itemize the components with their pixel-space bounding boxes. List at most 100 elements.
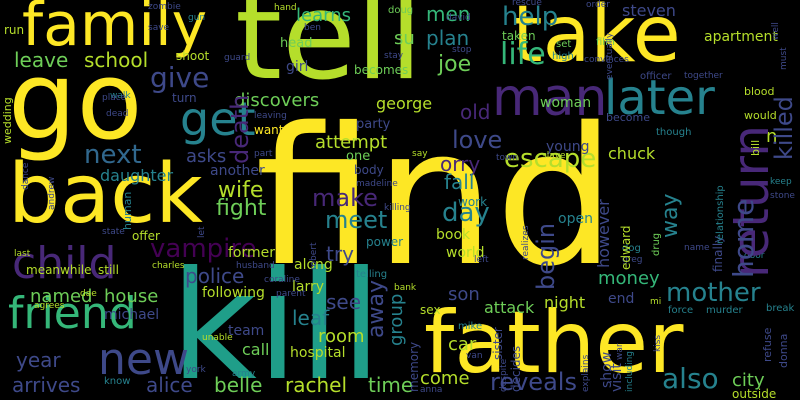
word-agrees: agrees bbox=[34, 301, 65, 311]
word-dance: dance bbox=[21, 162, 31, 190]
word-vampire: vampire bbox=[150, 234, 257, 264]
word-fight: fight bbox=[216, 196, 267, 221]
word-kill: kill bbox=[170, 240, 382, 400]
word-group: group bbox=[386, 293, 407, 346]
word-escape: escape bbox=[504, 144, 597, 174]
word-killed: killed bbox=[770, 96, 798, 160]
word-team: team bbox=[228, 323, 265, 339]
word-apartment: apartment bbox=[704, 29, 778, 45]
word-however: however bbox=[594, 199, 613, 268]
word-child: child bbox=[12, 238, 117, 289]
word-try: try bbox=[326, 242, 354, 266]
word-orry: orry bbox=[440, 152, 481, 176]
word-arrives: arrives bbox=[12, 373, 81, 397]
word-edward: edward bbox=[619, 225, 633, 270]
word-part: part bbox=[254, 149, 273, 159]
word-young: young bbox=[546, 139, 590, 155]
word-back: back bbox=[8, 147, 203, 242]
word-way: way bbox=[658, 193, 683, 239]
word-zombie: zombie bbox=[148, 2, 181, 12]
word-death: death bbox=[226, 94, 254, 164]
word-murder: murder bbox=[706, 305, 743, 316]
word-van: van bbox=[466, 351, 483, 361]
word-drug: drug bbox=[651, 232, 662, 256]
word-asks: asks bbox=[186, 146, 227, 167]
word-convinces: convinces bbox=[584, 55, 629, 65]
word-michael: michael bbox=[104, 307, 160, 323]
word-bank: bank bbox=[394, 283, 417, 293]
word-high: high bbox=[552, 51, 574, 62]
word-david: david bbox=[446, 13, 471, 23]
word-together: together bbox=[684, 71, 723, 81]
word-doug: doug bbox=[388, 5, 414, 16]
word-run: run bbox=[4, 23, 25, 37]
word-named: named bbox=[30, 286, 93, 307]
word-bill: bill bbox=[749, 139, 762, 156]
word-see: see bbox=[326, 290, 362, 314]
word-madeline: madeline bbox=[356, 179, 398, 189]
word-stay: stay bbox=[384, 51, 404, 61]
word-party: party bbox=[356, 117, 391, 132]
word-take: take bbox=[512, 0, 681, 80]
word-despite: despite bbox=[499, 358, 509, 392]
word-head: head bbox=[280, 36, 313, 51]
word-shoot: shoot bbox=[176, 49, 210, 63]
word-eventually: eventually bbox=[605, 32, 615, 80]
word-work: work bbox=[458, 195, 488, 209]
word-force: force bbox=[668, 305, 694, 316]
word-stop: stop bbox=[452, 45, 472, 55]
word-open: open bbox=[558, 211, 593, 227]
word-meet: meet bbox=[325, 206, 388, 234]
word-also: also bbox=[662, 362, 719, 395]
word-robert: robert bbox=[309, 242, 319, 271]
word-time: time bbox=[368, 373, 414, 397]
word-hospital: hospital bbox=[290, 345, 346, 361]
word-go: go bbox=[8, 39, 143, 164]
word-attack: attack bbox=[484, 298, 535, 317]
word-learns: learns bbox=[296, 5, 351, 26]
word-wedding: wedding bbox=[1, 97, 14, 144]
word-visit: visit bbox=[609, 363, 625, 392]
word-army: army bbox=[232, 369, 256, 379]
word-end: end bbox=[608, 291, 635, 307]
word-husband: husband bbox=[236, 261, 275, 271]
word-family: family bbox=[22, 0, 208, 60]
word-memory: memory bbox=[407, 341, 421, 392]
word-york: york bbox=[186, 365, 206, 375]
word-following: following bbox=[202, 285, 265, 301]
word-body: body bbox=[354, 163, 384, 177]
word-day: day bbox=[442, 198, 490, 228]
word-mother: mother bbox=[666, 278, 761, 308]
word-guard: guard bbox=[224, 53, 251, 63]
word-want: want bbox=[254, 123, 284, 137]
word-explains: explains bbox=[581, 354, 591, 392]
word-film: film bbox=[596, 37, 615, 48]
word-walk: walk bbox=[110, 91, 131, 101]
word-give: give bbox=[150, 61, 210, 94]
word-joe: joe bbox=[438, 52, 472, 77]
word-girl: girl bbox=[286, 59, 309, 75]
word-plan: plan bbox=[426, 26, 470, 50]
word-turn: turn bbox=[172, 91, 197, 105]
word-find: find bbox=[255, 87, 616, 308]
word-car: car bbox=[448, 334, 477, 355]
word-dead: dead bbox=[106, 109, 129, 119]
word-leave: leave bbox=[14, 48, 69, 72]
word-mike: mike bbox=[458, 321, 483, 332]
word-know: know bbox=[104, 376, 131, 387]
word-father: father bbox=[424, 293, 684, 393]
word-including: including bbox=[625, 351, 635, 392]
word-donna: donna bbox=[777, 333, 790, 368]
word-gun: gun bbox=[188, 13, 206, 23]
word-dae: dae bbox=[80, 289, 97, 299]
word-make: make bbox=[312, 184, 378, 212]
word-door: door bbox=[744, 251, 765, 261]
word-police: police bbox=[185, 264, 245, 288]
word-decides: decides bbox=[509, 345, 523, 392]
word-andrew: andrew bbox=[47, 176, 57, 210]
word-chuck: chuck bbox=[608, 144, 656, 163]
word-well: well bbox=[771, 22, 781, 40]
word-daughter: daughter bbox=[100, 166, 174, 185]
word-become: become bbox=[606, 111, 651, 124]
